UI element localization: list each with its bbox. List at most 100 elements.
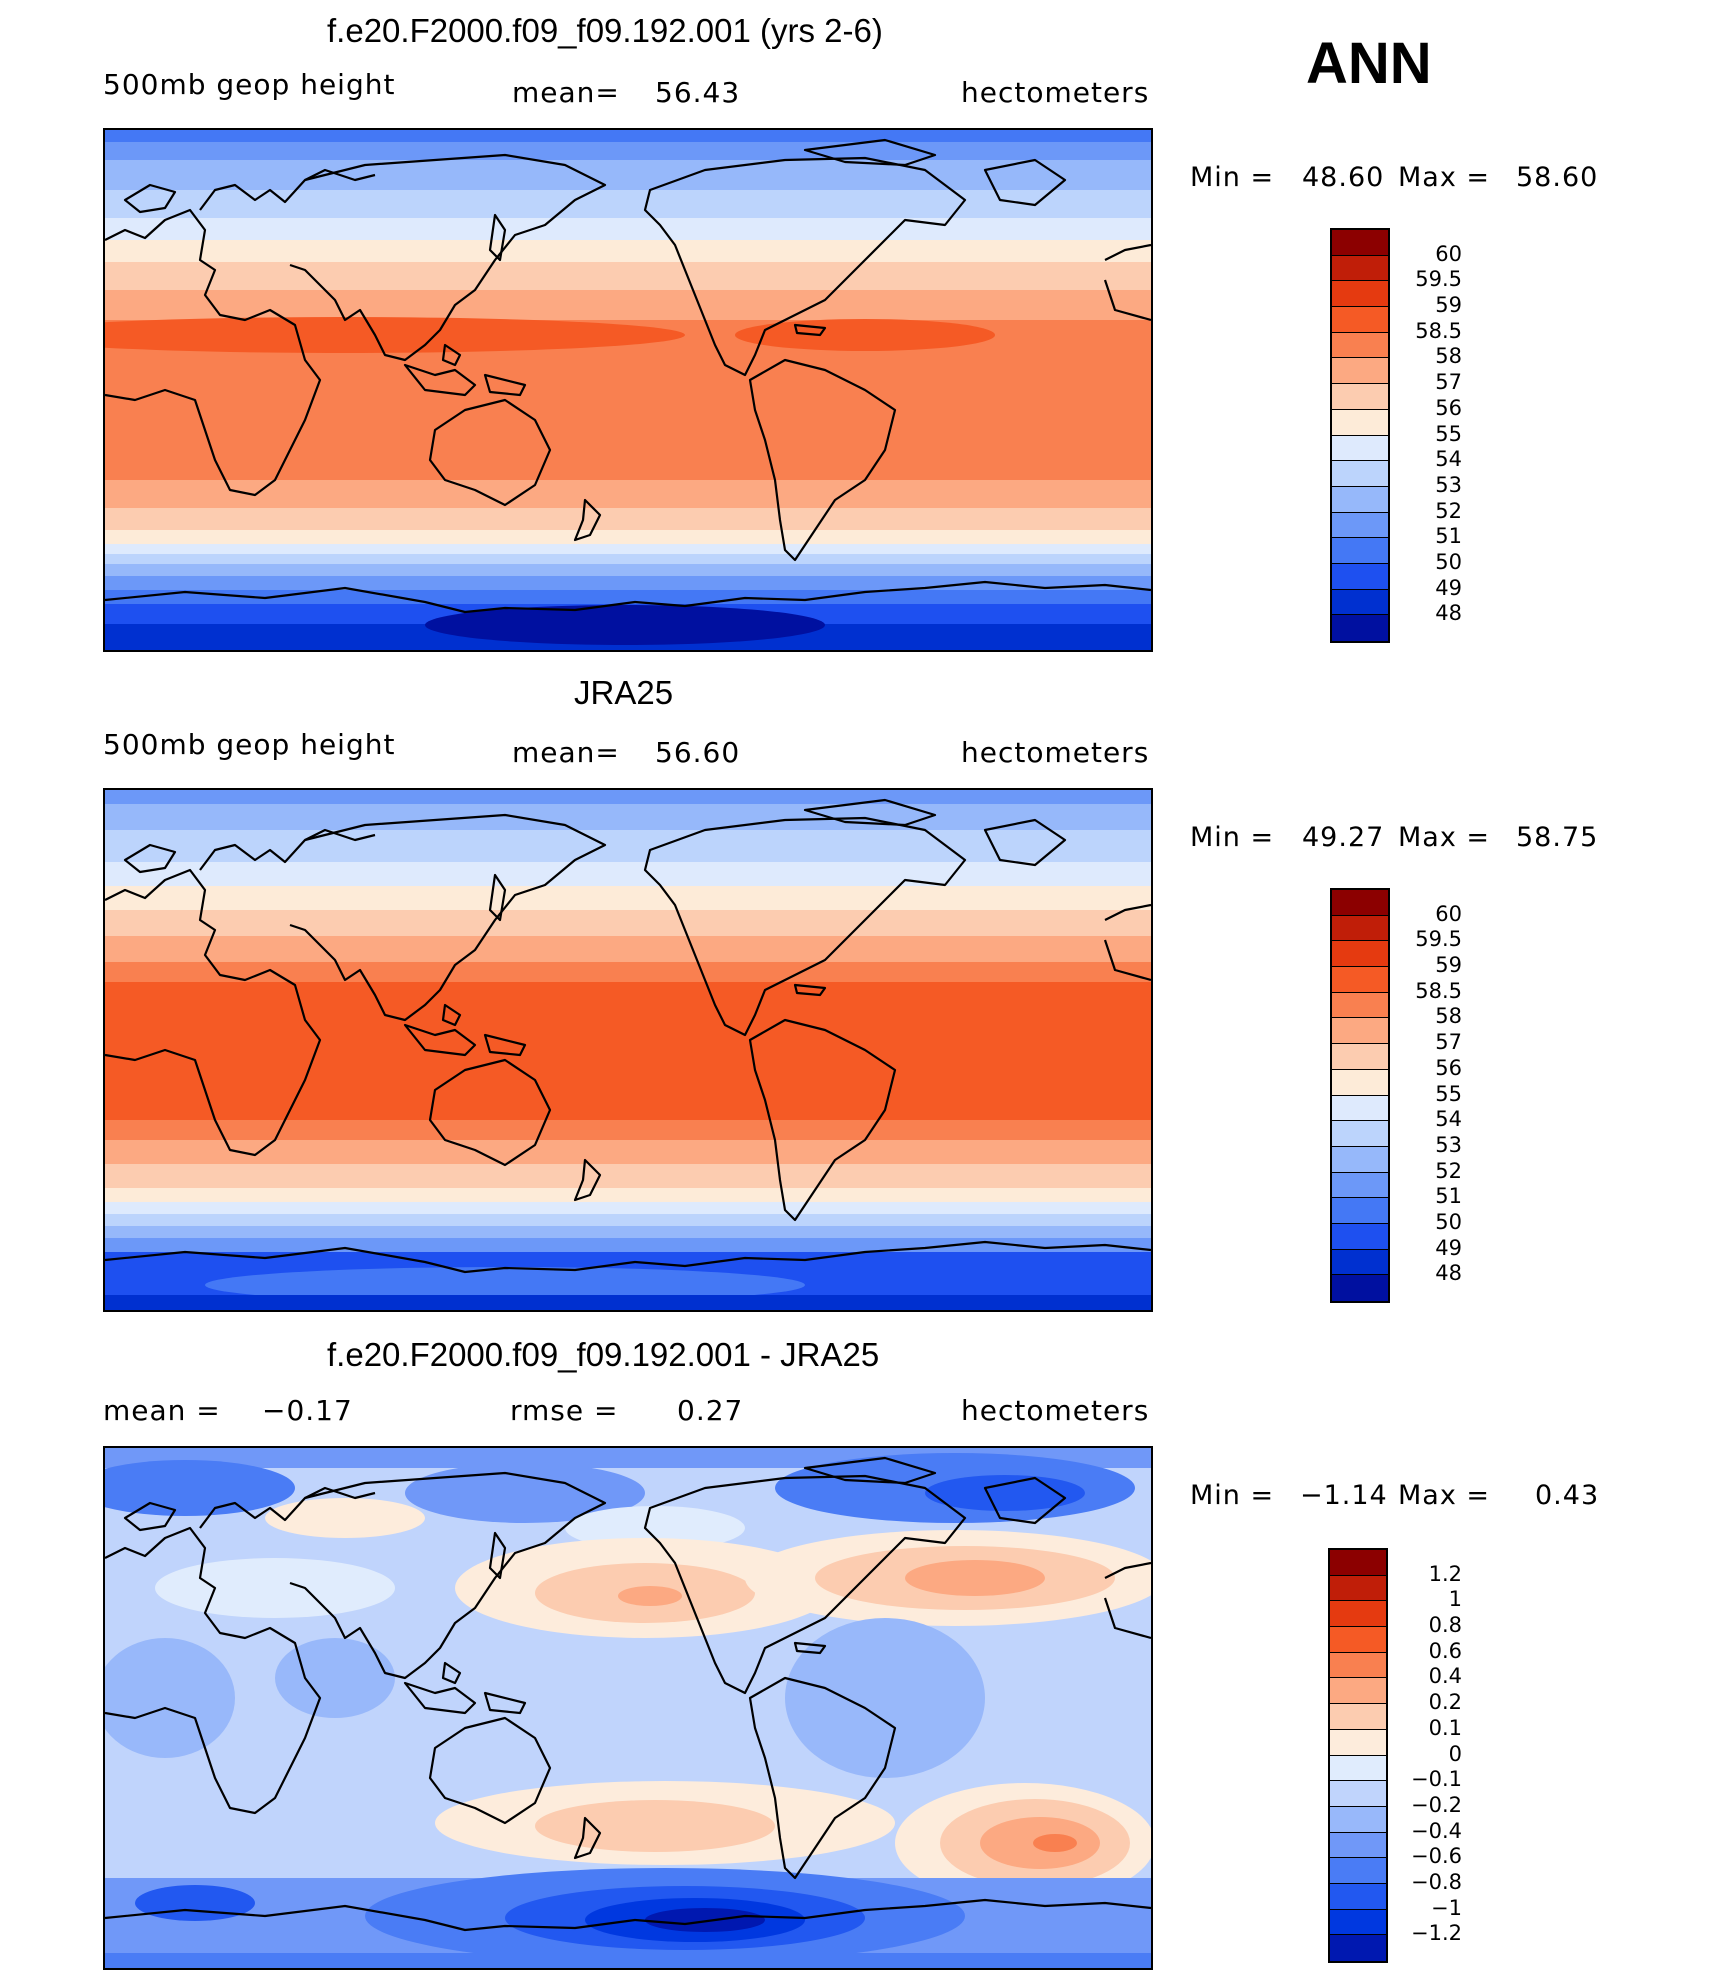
colorbar-box bbox=[1330, 1806, 1386, 1833]
colorbar-tick-label: 48 bbox=[1435, 601, 1462, 626]
panel2-map-plot bbox=[105, 790, 1151, 1310]
colorbar-tick-label: 1.2 bbox=[1428, 1561, 1462, 1586]
colorbar-tick-label: 0.2 bbox=[1428, 1690, 1462, 1715]
panel1-map-plot bbox=[105, 130, 1151, 650]
colorbar-box bbox=[1330, 1601, 1386, 1628]
colorbar-box bbox=[1330, 1704, 1386, 1730]
panel3-title: f.e20.F2000.f09_f09.192.001 - JRA25 bbox=[327, 1336, 880, 1373]
colorbar-tick-label: 51 bbox=[1435, 524, 1462, 549]
colorbar-box bbox=[1332, 435, 1388, 462]
colorbar-tick-label: 55 bbox=[1435, 1081, 1462, 1106]
colorbar-tick-label: 58 bbox=[1435, 344, 1462, 369]
panel3-mean-label: mean = bbox=[103, 1394, 221, 1427]
colorbar-tick-label: 56 bbox=[1435, 1055, 1462, 1080]
colorbar-tick-label: 57 bbox=[1435, 1030, 1462, 1055]
colorbar-box bbox=[1330, 1729, 1386, 1756]
colorbar-box bbox=[1330, 1575, 1386, 1602]
colorbar-box bbox=[1332, 1249, 1388, 1276]
colorbar-tick-label: −0.2 bbox=[1411, 1792, 1462, 1817]
colorbar-box bbox=[1332, 1198, 1388, 1224]
colorbar-tick-label: 59.5 bbox=[1415, 927, 1462, 952]
colorbar-box bbox=[1332, 281, 1388, 308]
panel3-mean-value: −0.17 bbox=[262, 1394, 353, 1427]
colorbar-tick-label: 1 bbox=[1448, 1587, 1462, 1612]
panel2-title: JRA25 bbox=[574, 674, 674, 711]
colorbar-tick-label: 50 bbox=[1435, 1209, 1462, 1234]
colorbar-box bbox=[1330, 1627, 1386, 1653]
colorbar-tick-label: 59.5 bbox=[1415, 267, 1462, 292]
colorbar-tick-label: 60 bbox=[1435, 901, 1462, 926]
colorbar-box bbox=[1330, 1883, 1386, 1910]
colorbar-tick-label: −0.8 bbox=[1411, 1869, 1462, 1894]
colorbar-box bbox=[1332, 486, 1388, 513]
colorbar-tick-label: 0.4 bbox=[1428, 1664, 1462, 1689]
panel2-colorbar bbox=[1330, 888, 1390, 1303]
panel2-mean-label: mean= bbox=[512, 736, 620, 769]
colorbar-tick-label: 58.5 bbox=[1415, 318, 1462, 343]
season-label: ANN bbox=[1306, 31, 1432, 96]
colorbar-tick-label: 0.1 bbox=[1428, 1715, 1462, 1740]
panel1-title: f.e20.F2000.f09_f09.192.001 (yrs 2-6) bbox=[327, 12, 883, 49]
colorbar-tick-label: 49 bbox=[1435, 1235, 1462, 1260]
panel1-mean-label: mean= bbox=[512, 76, 620, 109]
panel1-colorbar-labels: 60 59.5 59 58.5 58 57 56 55 54 53 52 51 50 49 48 bbox=[1400, 228, 1462, 643]
panel3-colorbar bbox=[1328, 1548, 1388, 1963]
colorbar-tick-label: −1 bbox=[1431, 1895, 1462, 1920]
colorbar-tick-label: 59 bbox=[1435, 953, 1462, 978]
panel1-colorbar bbox=[1330, 228, 1390, 643]
colorbar-box bbox=[1332, 512, 1388, 539]
colorbar-box bbox=[1330, 1678, 1386, 1705]
panel1-variable-label: 500mb geop height bbox=[103, 68, 396, 101]
colorbar-box bbox=[1332, 1275, 1388, 1301]
colorbar-tick-label: 52 bbox=[1435, 498, 1462, 523]
colorbar-tick-label: 59 bbox=[1435, 293, 1462, 318]
colorbar-tick-label: 53 bbox=[1435, 472, 1462, 497]
colorbar-box bbox=[1332, 915, 1388, 942]
panel1-max-label: Max = bbox=[1398, 162, 1491, 193]
colorbar-box bbox=[1332, 1069, 1388, 1096]
colorbar-box bbox=[1332, 384, 1388, 410]
colorbar-box bbox=[1332, 589, 1388, 616]
colorbar-box bbox=[1330, 1909, 1386, 1936]
colorbar-box bbox=[1332, 1121, 1388, 1147]
colorbar-box bbox=[1330, 1652, 1386, 1679]
colorbar-box bbox=[1330, 1550, 1386, 1576]
colorbar-tick-label: −0.4 bbox=[1411, 1818, 1462, 1843]
colorbar-box bbox=[1332, 358, 1388, 385]
colorbar-tick-label: 55 bbox=[1435, 421, 1462, 446]
colorbar-tick-label: 54 bbox=[1435, 1107, 1462, 1132]
colorbar-tick-label: −0.6 bbox=[1411, 1844, 1462, 1869]
colorbar-tick-label: 58.5 bbox=[1415, 978, 1462, 1003]
panel1-min-label: Min = bbox=[1190, 162, 1275, 193]
colorbar-tick-label: 58 bbox=[1435, 1004, 1462, 1029]
colorbar-tick-label: 53 bbox=[1435, 1132, 1462, 1157]
panel1-mean-value: 56.43 bbox=[655, 76, 741, 109]
colorbar-tick-label: 48 bbox=[1435, 1261, 1462, 1286]
colorbar-box bbox=[1330, 1858, 1386, 1884]
panel2-mean-value: 56.60 bbox=[655, 736, 741, 769]
colorbar-box bbox=[1332, 1223, 1388, 1250]
panel2-map bbox=[103, 788, 1153, 1312]
panel2-min-value: 49.27 bbox=[1302, 822, 1385, 853]
colorbar-box bbox=[1330, 1755, 1386, 1782]
panel2-max-label: Max = bbox=[1398, 822, 1491, 853]
colorbar-tick-label: 0.8 bbox=[1428, 1613, 1462, 1638]
panel2-units: hectometers bbox=[961, 736, 1150, 769]
colorbar-box bbox=[1332, 1172, 1388, 1199]
colorbar-tick-label: 0 bbox=[1448, 1741, 1462, 1766]
panel3-map-plot bbox=[105, 1448, 1151, 1968]
colorbar-box bbox=[1330, 1832, 1386, 1859]
colorbar-box bbox=[1332, 1018, 1388, 1045]
colorbar-box bbox=[1332, 1044, 1388, 1070]
colorbar-tick-label: 60 bbox=[1435, 241, 1462, 266]
panel3-max-label: Max = bbox=[1398, 1480, 1491, 1511]
panel3-units: hectometers bbox=[961, 1394, 1150, 1427]
panel2-colorbar-labels: 60 59.5 59 58.5 58 57 56 55 54 53 52 51 50 49 48 bbox=[1400, 888, 1462, 1303]
panel3-map bbox=[103, 1446, 1153, 1970]
colorbar-box bbox=[1332, 1146, 1388, 1173]
colorbar-box bbox=[1332, 255, 1388, 282]
colorbar-tick-label: 57 bbox=[1435, 370, 1462, 395]
colorbar-tick-label: 51 bbox=[1435, 1184, 1462, 1209]
colorbar-box bbox=[1332, 563, 1388, 590]
colorbar-box bbox=[1332, 538, 1388, 564]
